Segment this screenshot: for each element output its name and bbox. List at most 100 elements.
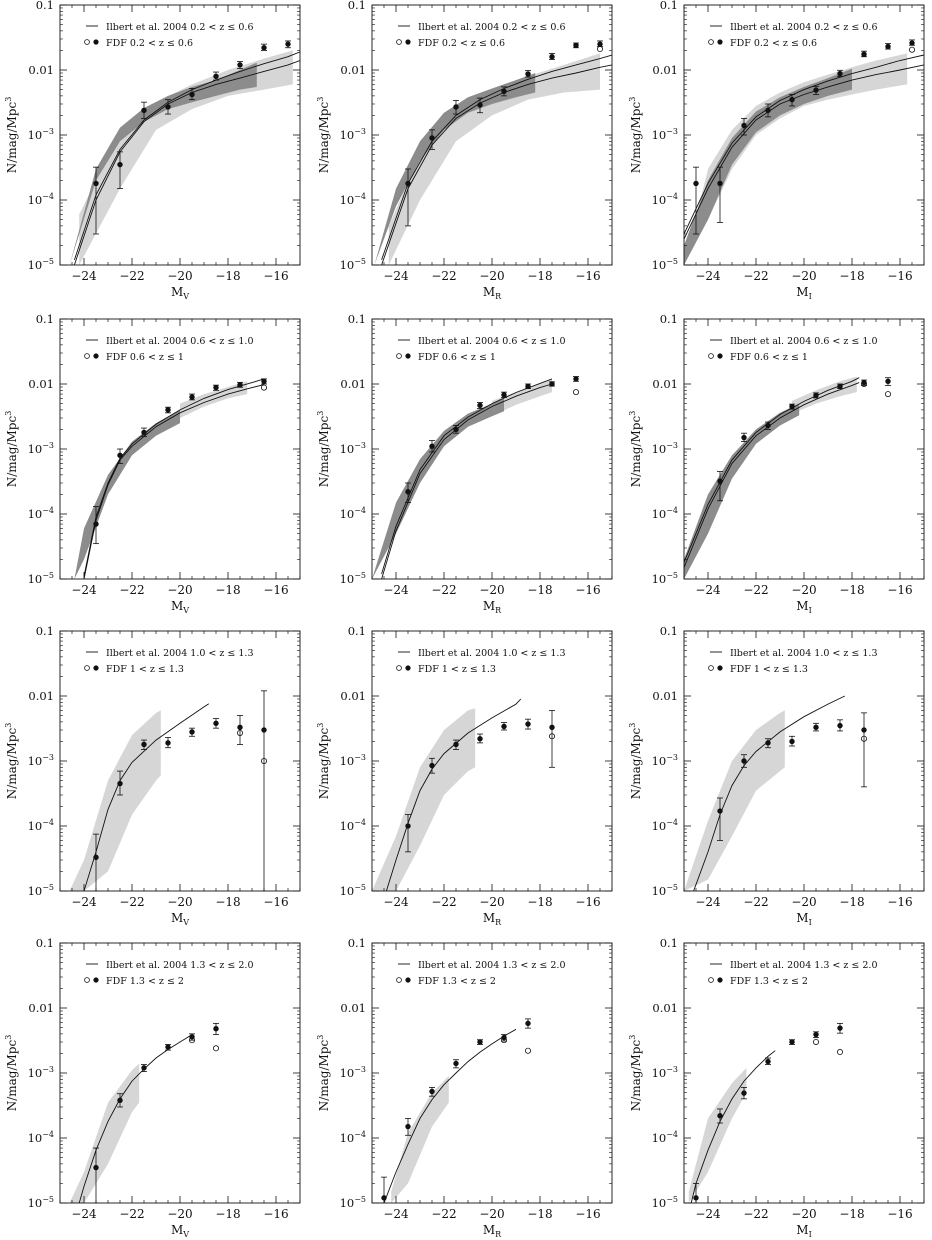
- x-axis-label: MR: [483, 1223, 502, 1239]
- x-axis-label-sub: R: [495, 918, 502, 927]
- plot-area: [74, 378, 267, 579]
- y-tick-label: 10−5: [652, 257, 678, 272]
- legend-line-label: Ilbert et al. 2004 1.0 < z ≤ 1.3: [106, 648, 254, 659]
- model-curve-1: [684, 64, 924, 240]
- y-tick-value: 0.01: [652, 63, 678, 77]
- legend-points-label: FDF 0.6 < z ≤ 1: [106, 352, 184, 363]
- data-point: [261, 43, 267, 51]
- data-point: [141, 1064, 147, 1073]
- y-tick-value: 0.1: [348, 312, 366, 326]
- y-tick-label: 10−5: [652, 571, 678, 586]
- y-tick-value: 0.01: [652, 377, 678, 391]
- x-tick-label: −22: [743, 1207, 768, 1221]
- y-tick-base: 10: [340, 128, 355, 142]
- filled-point: [453, 1060, 459, 1067]
- y-tick-exponent: −5: [666, 257, 678, 266]
- filled-point: [405, 489, 411, 495]
- plot-area: [372, 698, 556, 891]
- filled-point: [93, 854, 99, 860]
- legend-line-label: Ilbert et al. 2004 1.0 < z ≤ 1.3: [418, 648, 566, 659]
- data-point: [477, 1039, 483, 1045]
- x-axis-label-sub: V: [182, 1230, 189, 1239]
- data-point: [453, 100, 459, 115]
- data-point: [765, 1057, 771, 1065]
- x-tick-label: −22: [743, 583, 768, 597]
- legend: Ilbert et al. 2004 0.6 < z ≤ 1.0 FDF 0.6 …: [396, 336, 566, 363]
- x-axis-label-main: M: [483, 911, 495, 925]
- x-tick-label: −16: [575, 1207, 600, 1221]
- y-tick-base: 10: [652, 572, 667, 586]
- x-tick-label: −16: [887, 895, 912, 909]
- data-point: [789, 735, 795, 747]
- y-tick-base: 10: [340, 884, 355, 898]
- panel-2-I: −24 −22 −20 −18 −1610−510−410−30.010.1MIN/ma…: [628, 312, 925, 615]
- y-axis-label: N/mag/Mpc3: [316, 723, 331, 800]
- x-axis-label-main: M: [796, 1223, 808, 1237]
- y-tick-exponent: −5: [354, 1195, 366, 1204]
- filled-point: [813, 87, 819, 93]
- data-point: [717, 1108, 723, 1124]
- legend-filled-symbol: [93, 665, 99, 671]
- y-axis-label-sup: 3: [628, 1035, 637, 1040]
- y-axis-label-main: N/mag/Mpc: [5, 728, 19, 800]
- legend: Ilbert et al. 2004 0.6 < z ≤ 1.0 FDF 0.6 …: [84, 336, 254, 363]
- filled-point: [765, 107, 771, 113]
- y-tick-label: 0.1: [660, 0, 678, 12]
- legend-points-label: FDF 0.6 < z ≤ 1: [730, 352, 808, 363]
- x-tick-label: −24: [695, 583, 721, 597]
- y-tick-base: 10: [28, 754, 43, 768]
- y-tick-label: 10−5: [28, 571, 54, 586]
- uncertainty-band-light: [391, 1076, 449, 1203]
- y-tick-base: 10: [340, 507, 355, 521]
- y-tick-label: 0.1: [36, 624, 54, 638]
- x-axis-label-main: M: [796, 285, 808, 299]
- filled-point: [765, 740, 771, 746]
- y-tick-label: 10−3: [28, 441, 54, 456]
- data-point: [573, 376, 579, 382]
- model-curve-2: [684, 377, 860, 563]
- y-tick-exponent: −4: [666, 506, 678, 515]
- filled-point: [837, 722, 843, 729]
- y-tick-exponent: −5: [354, 883, 366, 892]
- filled-point: [501, 723, 507, 730]
- legend: Ilbert et al. 2004 1.0 < z ≤ 1.3 FDF 1 < …: [708, 648, 878, 675]
- y-tick-value: 0.01: [340, 377, 366, 391]
- filled-point: [141, 429, 147, 436]
- model-curve-1: [83, 703, 210, 891]
- panel-4-I: −24 −22 −20 −18 −1610−510−410−30.010.1MIN/ma…: [628, 936, 925, 1239]
- y-tick-label: 0.01: [28, 1001, 54, 1015]
- y-tick-value: 0.01: [340, 63, 366, 77]
- legend-open-symbol: [396, 977, 402, 983]
- filled-point: [405, 823, 411, 829]
- y-tick-label: 10−5: [340, 257, 366, 272]
- y-tick-exponent: −3: [666, 1065, 678, 1074]
- x-tick-label: −16: [263, 583, 288, 597]
- x-tick-label: −20: [479, 269, 504, 283]
- y-tick-exponent: −4: [354, 1130, 366, 1139]
- filled-point: [717, 478, 723, 484]
- y-tick-label: 10−3: [652, 753, 678, 768]
- x-axis-label-sub: V: [182, 918, 189, 927]
- legend-open-symbol: [396, 353, 402, 359]
- x-axis-label-sub: R: [495, 606, 502, 615]
- legend: Ilbert et al. 2004 0.6 < z ≤ 1.0 FDF 0.6 …: [708, 336, 878, 363]
- filled-point: [165, 104, 171, 110]
- y-tick-base: 10: [652, 442, 667, 456]
- x-axis-label: MI: [796, 285, 811, 301]
- y-axis-label: N/mag/Mpc3: [316, 97, 331, 174]
- y-axis-label-main: N/mag/Mpc: [317, 1040, 331, 1112]
- panel-2-R: −24 −22 −20 −18 −1610−510−410−30.010.1MRN/ma…: [316, 312, 613, 615]
- data-point: [837, 719, 843, 732]
- plot-area: [381, 1018, 532, 1203]
- x-axis-label: MV: [171, 1223, 189, 1239]
- y-tick-exponent: −5: [354, 257, 366, 266]
- x-tick-label: −18: [839, 895, 864, 909]
- data-point: [789, 403, 795, 410]
- legend-open-symbol: [708, 39, 714, 45]
- plot-area: [688, 1022, 844, 1203]
- legend-filled-symbol: [405, 977, 411, 983]
- data-point: [213, 1022, 219, 1035]
- data-point: [573, 42, 579, 49]
- x-tick-label: −16: [575, 269, 600, 283]
- legend-line-label: Ilbert et al. 2004 0.6 < z ≤ 1.0: [730, 336, 878, 347]
